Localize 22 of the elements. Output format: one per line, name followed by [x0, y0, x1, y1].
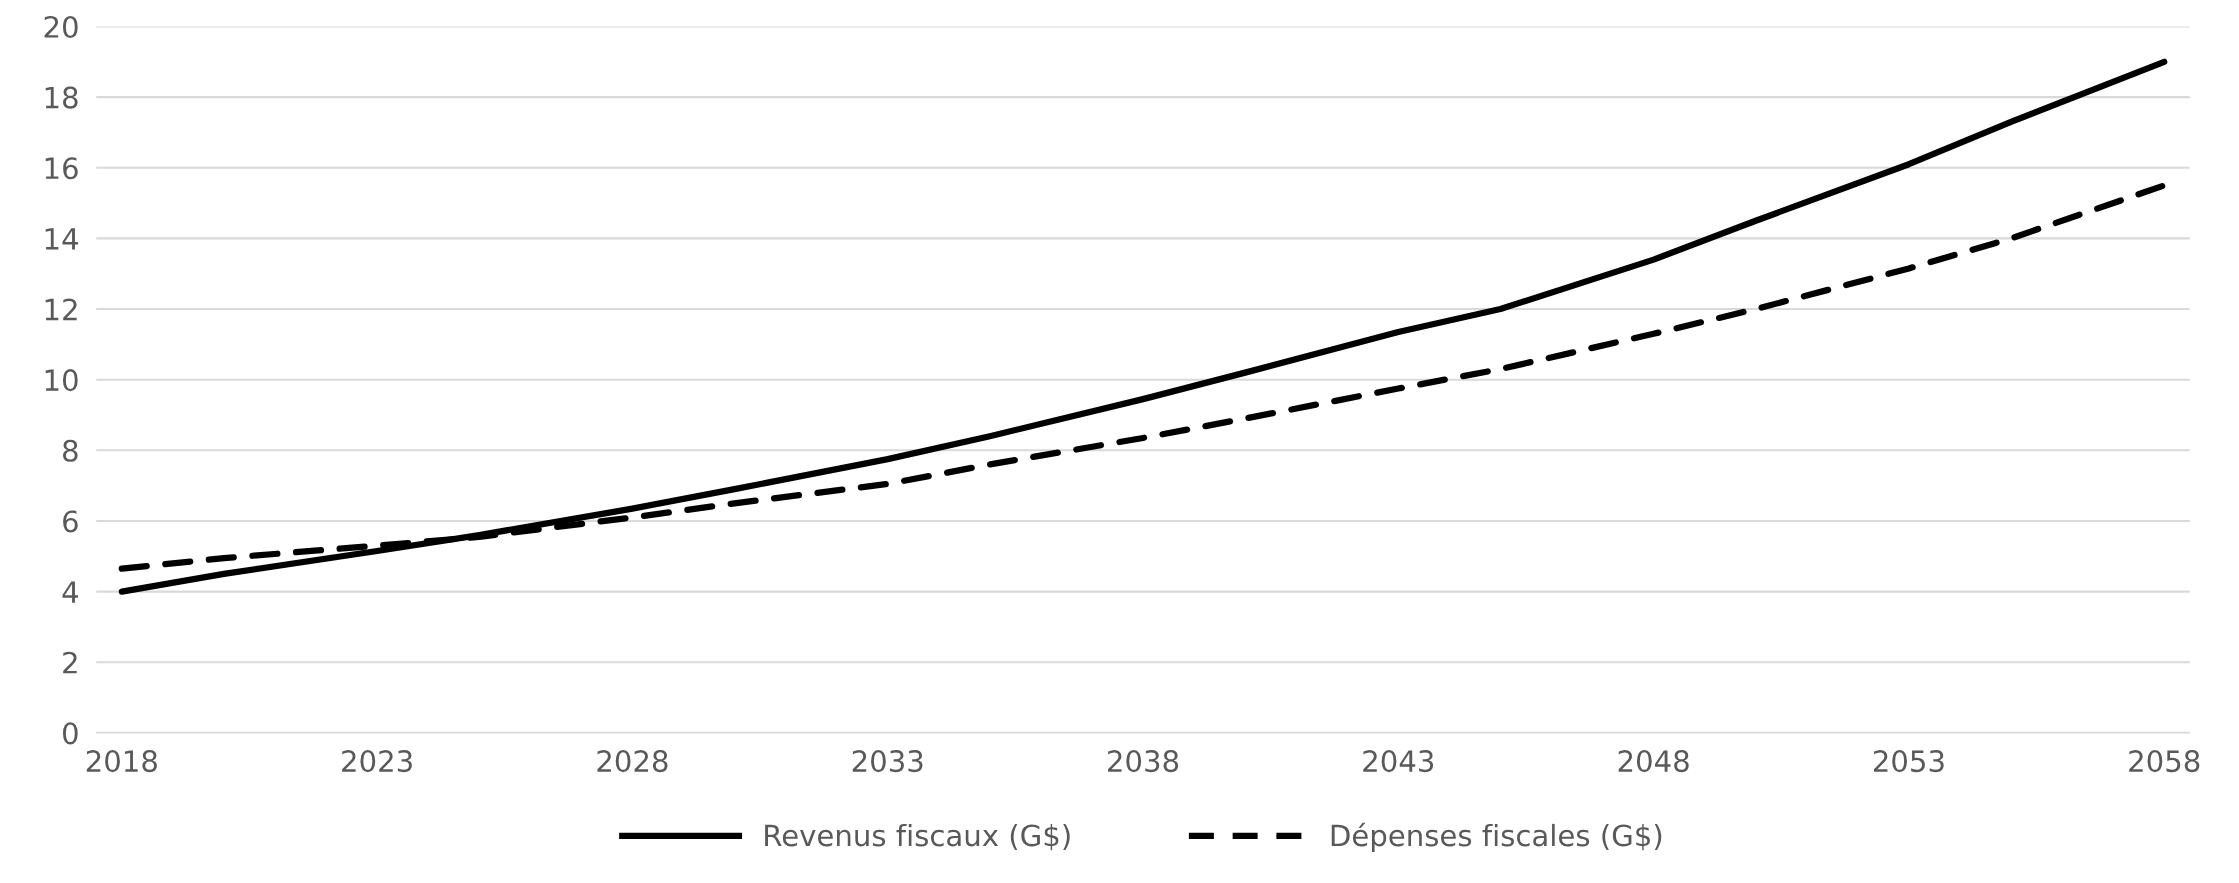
x-tick-label: 2028 [597, 750, 668, 773]
x-tick-label: 2048 [1618, 750, 1689, 773]
y-tick-label: 12 [45, 298, 77, 321]
y-tick-label: 18 [45, 86, 78, 109]
legend-label: Dépenses fiscales (G$) [1331, 822, 1662, 853]
y-tick-label: 16 [45, 157, 78, 180]
x-tick-label: 2018 [86, 750, 157, 773]
y-tick-label: 14 [45, 228, 78, 250]
y-tick-label: 10 [45, 369, 78, 392]
x-tick-label: 2053 [1873, 750, 1944, 773]
x-tick-label: 2058 [2129, 750, 2200, 773]
y-tick-label: 2 [63, 651, 77, 674]
y-tick-label: 6 [63, 510, 78, 533]
x-tick-label: 2043 [1363, 750, 1434, 773]
y-tick-label: 0 [62, 722, 78, 745]
legend-label: Revenus fiscaux (G$) [765, 823, 1070, 851]
x-tick-label: 2038 [1108, 750, 1179, 773]
x-tick-label: 2033 [852, 750, 923, 773]
y-tick-label: 20 [44, 15, 78, 38]
x-tick-label: 2023 [342, 750, 412, 773]
y-tick-label: 8 [63, 439, 78, 462]
y-tick-label: 4 [62, 581, 78, 603]
